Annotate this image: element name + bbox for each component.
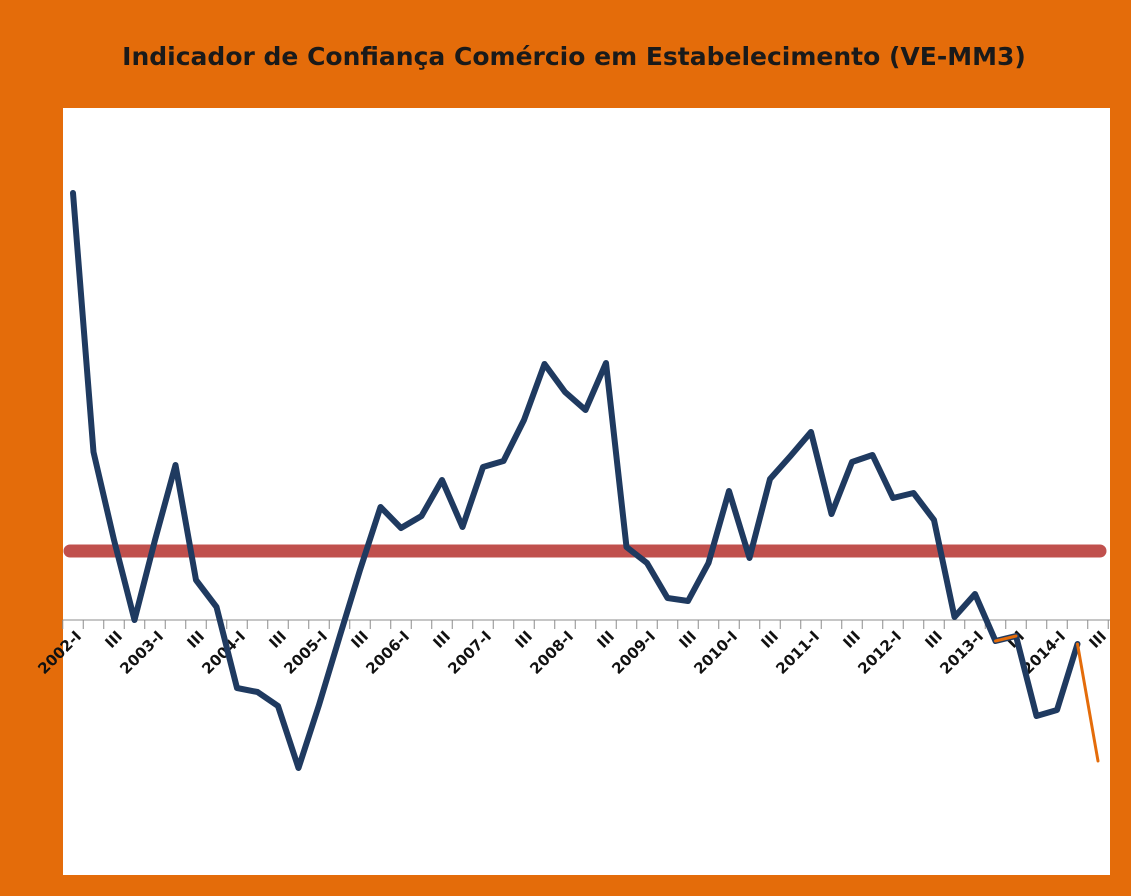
chart-title: Indicador de Confiança Comércio em Estab…: [122, 42, 1026, 71]
series-line: [70, 190, 1081, 771]
series-line: [994, 634, 1100, 763]
plot-area: [63, 108, 1110, 875]
